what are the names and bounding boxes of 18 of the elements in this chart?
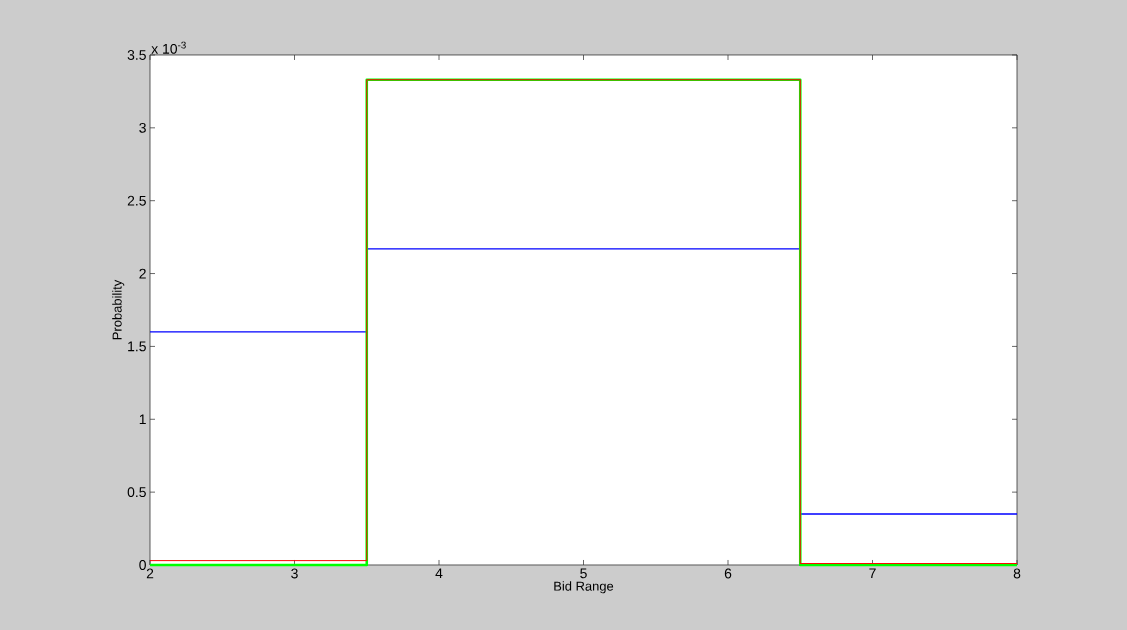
x-tick-label: 4	[435, 568, 443, 579]
x-tick-label: 7	[869, 568, 876, 579]
y-tick-label: 1.5	[128, 341, 146, 352]
y-tick-label: 2.5	[127, 195, 146, 206]
x-tick-label: 3	[291, 568, 298, 579]
x-axis-title: Bid Range	[554, 581, 614, 594]
y-tick-label: 3.5	[127, 50, 146, 60]
y-tick-label: 2	[139, 268, 146, 279]
x-tick-label: 2	[146, 568, 154, 579]
y-tick-label: 0	[139, 560, 146, 570]
y-tick-label: 0.5	[127, 487, 146, 498]
x-tick-label: 5	[580, 568, 587, 579]
x-tick-label: 6	[724, 568, 732, 579]
text: x 10$^{-3}$	[151, 41, 186, 54]
y-tick-label: 1	[139, 414, 146, 425]
x-tick-label: 8	[1013, 568, 1021, 579]
y-tick-label: 3	[139, 122, 146, 133]
y-axis-title: Probability	[112, 279, 125, 340]
